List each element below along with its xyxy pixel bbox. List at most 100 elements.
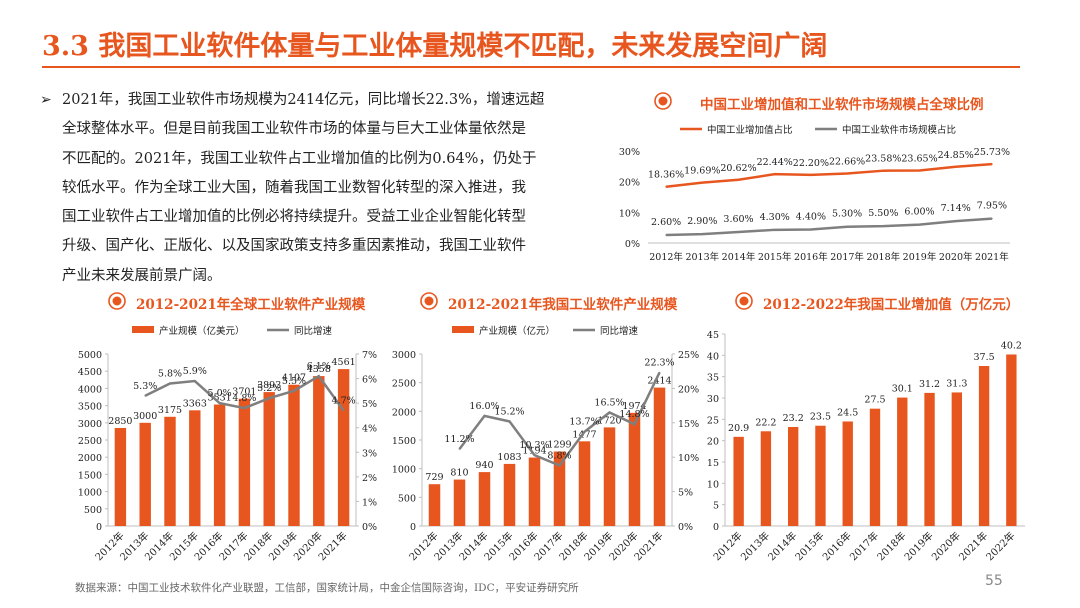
bar-value-label: 27.5 [864, 395, 885, 406]
x-tick-label: 2017年 [847, 529, 881, 563]
global-chart-title: 2012-2021年全球工业软件产业规模 [136, 297, 366, 313]
data-point [773, 173, 776, 175]
data-label: 22.20% [793, 158, 829, 169]
growth-label: 13.7% [569, 417, 599, 428]
growth-point [194, 380, 196, 382]
y-left-tick-label: 4000 [78, 384, 102, 395]
bar [628, 412, 641, 526]
growth-label: 16.0% [469, 401, 499, 412]
bar-value-label: 1974 [622, 401, 646, 412]
legend-label: 产业规模（亿美元） [159, 325, 245, 337]
bar [478, 472, 491, 526]
growth-point [458, 448, 461, 450]
y-left-tick-label: 3000 [392, 350, 416, 361]
bar-value-label: 24.5 [837, 407, 858, 418]
growth-label: 5.5% [282, 376, 306, 387]
bar [578, 441, 591, 526]
data-label: 23.58% [865, 154, 901, 165]
data-point [846, 172, 848, 175]
y-left-tick-label: 1500 [78, 470, 102, 481]
growth-point [144, 394, 146, 397]
y-left-tick-label: 1000 [78, 488, 102, 499]
bar-value-label: 37.5 [974, 352, 995, 363]
y-right-tick-label: 6% [362, 375, 377, 386]
summary-line: 国工业软件占工业增加值的比例必将持续提升。受益工业企业智能化转型 [62, 209, 526, 226]
data-label: 5.50% [868, 208, 898, 219]
y-tick-label: 20% [619, 178, 640, 189]
bar-value-label: 1299 [547, 440, 571, 451]
y-right-tick-label: 15% [678, 419, 699, 430]
x-tick-label: 2016年 [820, 529, 854, 563]
bar-value-label: 810 [450, 468, 468, 479]
series-line [665, 162, 992, 188]
y-right-tick-label: 0% [362, 522, 377, 533]
growth-label: 10.3% [519, 440, 549, 451]
y-right-tick-label: 7% [362, 350, 377, 361]
growth-label: 14.8% [619, 409, 649, 420]
bar [788, 427, 799, 526]
data-point [701, 233, 704, 235]
x-tick-label: 2019年 [901, 529, 935, 563]
growth-label: 5.0% [208, 388, 232, 399]
y-tick-label: 0 [713, 522, 719, 533]
growth-label: 11.2% [444, 434, 474, 445]
x-tick-label: 2020年 [929, 529, 963, 563]
data-label: 22.66% [829, 157, 865, 168]
bullet-arrow-icon: ➢ [40, 92, 52, 108]
summary-line: 升级、国产化、正版化、以及国家政策支持多重因素推动，我国工业软件 [62, 238, 526, 255]
data-point [737, 178, 740, 181]
bar-value-label: 20.9 [728, 423, 749, 434]
y-right-tick-label: 5% [362, 399, 377, 410]
growth-label: 22.3% [644, 358, 674, 369]
y-left-tick-label: 1500 [392, 436, 416, 447]
growth-label: 6.1% [307, 361, 331, 372]
bar [924, 392, 935, 526]
y-left-tick-label: 0 [410, 522, 416, 533]
bar-value-label: 3363 [183, 398, 207, 409]
y-tick-label: 30% [619, 147, 640, 158]
bar [842, 421, 853, 526]
x-tick-label: 2017年 [830, 251, 864, 263]
bar-value-label: 1194 [522, 446, 546, 457]
x-tick-label: 2015年 [758, 251, 792, 263]
bar [313, 376, 325, 526]
bar-value-label: 31.3 [946, 378, 967, 389]
bar [503, 463, 516, 526]
data-point [918, 223, 921, 226]
x-tick-label: 2012年 [710, 529, 744, 563]
data-label: 3.60% [723, 214, 753, 225]
y-right-tick-label: 0% [678, 522, 693, 533]
data-point [954, 220, 957, 222]
data-point [665, 185, 667, 188]
data-label: 4.40% [796, 212, 826, 223]
bar [189, 410, 201, 526]
growth-point [342, 409, 345, 412]
y-right-tick-label: 4% [362, 424, 377, 435]
bar [653, 387, 666, 526]
x-tick-label: 2021年 [975, 251, 1009, 263]
bar [978, 366, 990, 526]
legend-swatch [132, 326, 154, 333]
y-right-tick-label: 3% [362, 448, 377, 459]
growth-point [169, 382, 171, 385]
y-tick-label: 10 [707, 479, 719, 490]
y-left-tick-label: 500 [84, 505, 102, 516]
data-label: 7.14% [941, 203, 971, 214]
growth-point [633, 423, 636, 425]
y-tick-label: 5 [713, 501, 719, 512]
bar [815, 425, 826, 526]
data-point [882, 169, 885, 172]
bar [114, 427, 127, 526]
y-left-tick-label: 0 [96, 522, 102, 533]
x-tick-label: 2012年 [649, 251, 683, 263]
bar-value-label: 3175 [158, 405, 182, 416]
bar-value-label: 940 [475, 460, 493, 471]
data-source-note: 数据来源：中国工业技术软件化产业联盟，工信部，国家统计局，中金企信国际咨询，ID… [75, 582, 579, 594]
data-point [846, 225, 848, 228]
bar-value-label: 23.2 [783, 413, 804, 424]
data-point [954, 165, 957, 168]
x-tick-label: 2022年 [983, 529, 1017, 563]
y-right-tick-label: 1% [362, 497, 377, 508]
data-label: 7.95% [977, 201, 1007, 212]
